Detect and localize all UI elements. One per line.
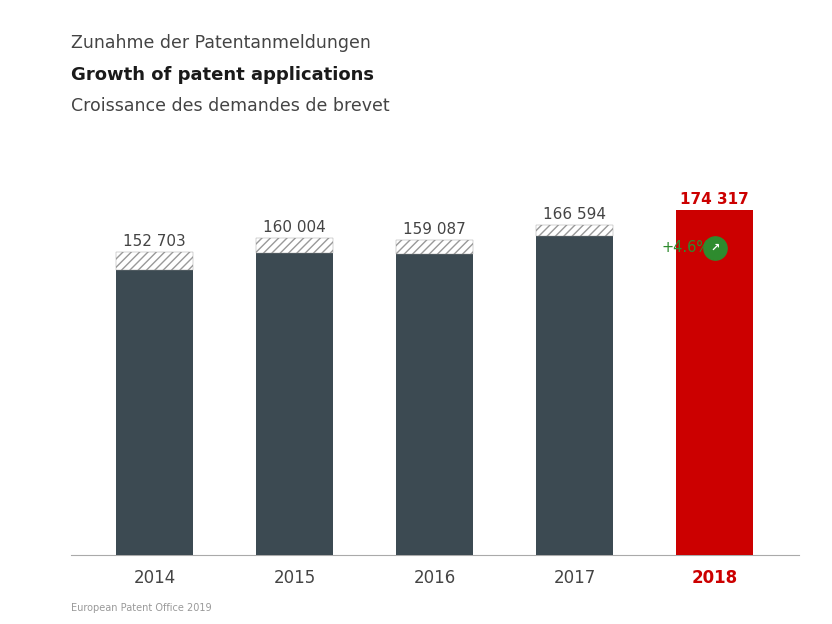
Text: 159 087: 159 087 <box>404 222 466 236</box>
Text: +4.6%: +4.6% <box>661 240 711 255</box>
Bar <box>396 240 473 253</box>
Bar <box>116 270 193 555</box>
Bar <box>256 238 334 253</box>
Text: Growth of patent applications: Growth of patent applications <box>71 66 374 84</box>
Text: ↗: ↗ <box>710 243 720 253</box>
Text: 166 594: 166 594 <box>543 207 607 222</box>
Text: 152 703: 152 703 <box>123 235 186 250</box>
Bar <box>536 236 613 555</box>
Text: 160 004: 160 004 <box>264 220 326 235</box>
Text: Croissance des demandes de brevet: Croissance des demandes de brevet <box>71 97 389 115</box>
Bar <box>396 253 473 555</box>
Bar <box>256 253 334 555</box>
Point <box>708 243 721 253</box>
Text: Zunahme der Patentanmeldungen: Zunahme der Patentanmeldungen <box>71 34 370 52</box>
Bar <box>536 225 613 236</box>
Bar <box>116 252 193 270</box>
Text: 174 317: 174 317 <box>681 192 749 207</box>
Text: European Patent Office 2019: European Patent Office 2019 <box>71 603 211 613</box>
Bar <box>676 210 753 555</box>
